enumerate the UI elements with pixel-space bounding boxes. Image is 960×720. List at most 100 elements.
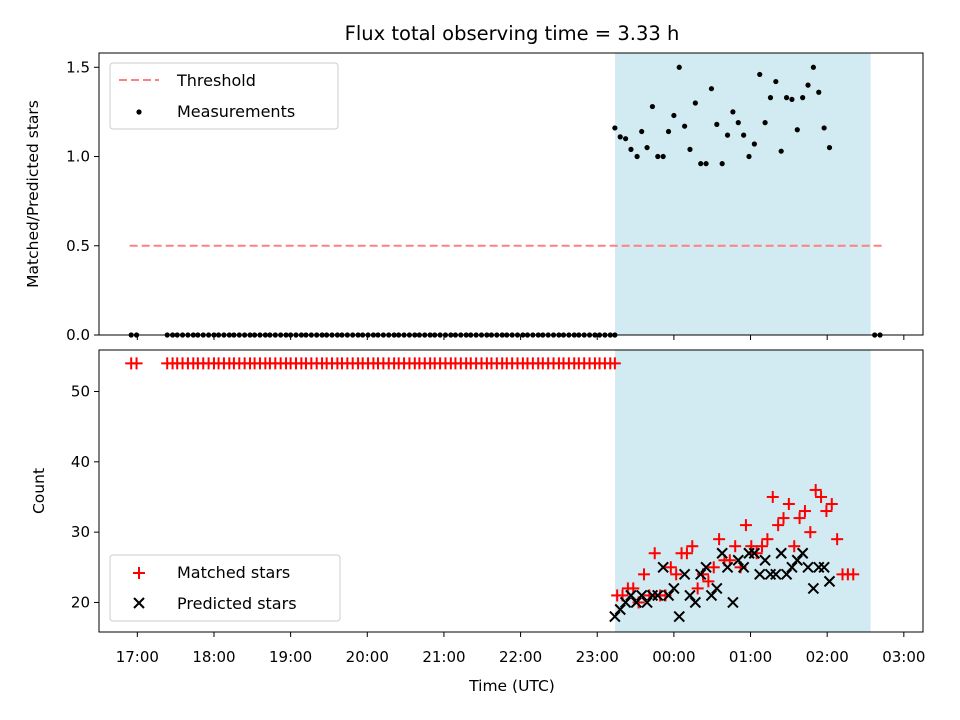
- predicted-point: [657, 561, 669, 574]
- matched-point: [670, 568, 683, 581]
- matched-point: [707, 561, 720, 574]
- legend-matched-swatch: [133, 567, 145, 579]
- predicted-point: [818, 561, 830, 574]
- predicted-point: [721, 561, 734, 574]
- x-tick-label: 17:00: [116, 648, 159, 666]
- matched-point: [766, 490, 779, 503]
- x-tick-label: 22:00: [499, 648, 542, 666]
- matched-point: [713, 533, 726, 546]
- bottom-x-ticks: 17:00 18:00 19:00 20:00 21:00 22:00 23:00 00:00…: [116, 632, 925, 666]
- bottom-y-tick-label: 50: [71, 382, 90, 400]
- top-y-tick-label: 0.5: [66, 237, 90, 255]
- predicted-point: [695, 568, 707, 581]
- predicted-point: [700, 561, 712, 574]
- predicted-star-points: [609, 547, 836, 623]
- ratio-point: [805, 82, 811, 88]
- top-x-ticks: [136, 335, 905, 340]
- ratio-point: [757, 71, 763, 78]
- ratio-point: [698, 161, 704, 167]
- predicted-point: [823, 575, 836, 588]
- matched-point: [820, 505, 833, 518]
- predicted-point: [705, 589, 718, 602]
- predicted-point: [775, 547, 787, 559]
- ratio-point: [628, 146, 634, 152]
- matched-point: [750, 547, 763, 560]
- ratio-point: [821, 125, 827, 131]
- predicted-point: [662, 589, 675, 602]
- matched-point: [729, 540, 742, 553]
- ratio-point: [778, 148, 784, 154]
- matched-point: [815, 490, 828, 503]
- predicted-point: [668, 582, 680, 595]
- matched-point: [809, 483, 822, 496]
- predicted-point: [786, 561, 798, 574]
- predicted-point: [625, 589, 637, 602]
- x-tick-label: 03:00: [882, 648, 925, 666]
- predicted-point: [635, 589, 648, 602]
- matched-point: [847, 568, 860, 581]
- ratio-point: [644, 144, 650, 151]
- matched-point: [777, 512, 790, 525]
- ratio-point: [622, 136, 629, 142]
- predicted-point: [716, 547, 728, 559]
- predicted-point: [748, 547, 761, 559]
- legend-measurements-label: Measurements: [177, 102, 295, 121]
- matched-point: [680, 547, 693, 560]
- ratio-points: [612, 64, 833, 167]
- top-window-span: [615, 53, 871, 335]
- ratio-point: [655, 153, 661, 160]
- matched-point: [664, 561, 677, 574]
- ratio-point: [724, 132, 731, 138]
- predicted-point: [737, 561, 750, 574]
- x-tick-label: 19:00: [269, 648, 312, 666]
- ratio-point: [719, 161, 725, 167]
- bottom-y-tick-label: 40: [71, 453, 90, 471]
- bottom-legend-box: [109, 554, 341, 622]
- ratio-point: [767, 95, 774, 101]
- predicted-point: [652, 589, 664, 602]
- legend-predicted-swatch: [133, 597, 145, 609]
- x-tick-label: 21:00: [422, 648, 465, 666]
- ratio-point: [762, 120, 768, 126]
- predicted-point: [759, 554, 771, 566]
- predicted-point: [609, 610, 621, 623]
- predicted-point: [619, 596, 632, 609]
- ratio-point: [714, 121, 720, 127]
- matched-point: [691, 582, 704, 595]
- ratio-point: [660, 153, 666, 160]
- ratio-point: [612, 125, 618, 131]
- matched-flat-point: [130, 357, 143, 370]
- matched-star-points: [125, 357, 860, 609]
- ratio-point: [687, 146, 693, 152]
- x-tick-label: 02:00: [806, 648, 849, 666]
- matched-point: [739, 519, 752, 532]
- predicted-point: [807, 582, 820, 595]
- top-observing-window: [615, 53, 871, 335]
- predicted-point: [780, 568, 793, 581]
- ratio-point: [789, 96, 795, 103]
- x-tick-label: 23:00: [576, 648, 619, 666]
- top-y-axis-label: Matched/Predicted stars: [24, 100, 42, 288]
- predicted-point: [641, 596, 653, 609]
- ratio-point: [639, 128, 645, 135]
- ratio-point: [794, 127, 800, 133]
- x-tick-label: 00:00: [652, 648, 695, 666]
- predicted-point: [754, 568, 766, 581]
- top-y-tick-label: 0.0: [66, 326, 90, 344]
- chart-title: Flux total observing time = 3.33 h: [345, 22, 680, 45]
- ratio-point: [816, 89, 822, 95]
- matched-point: [804, 526, 817, 539]
- ratio-point: [703, 161, 709, 167]
- predicted-point: [711, 582, 723, 595]
- matched-point: [637, 568, 650, 581]
- top-panel: 0.0 0.5 1.0 1.5 Matched/Predicted stars: [24, 52, 924, 344]
- top-y-tick-label: 1.5: [66, 58, 90, 76]
- predicted-point: [770, 568, 782, 581]
- bottom-observing-window: [615, 350, 871, 632]
- predicted-point: [732, 554, 744, 566]
- top-panel-frame: [98, 52, 924, 336]
- ratio-point: [741, 132, 747, 138]
- top-legend-box: [109, 62, 339, 130]
- predicted-point: [673, 610, 685, 623]
